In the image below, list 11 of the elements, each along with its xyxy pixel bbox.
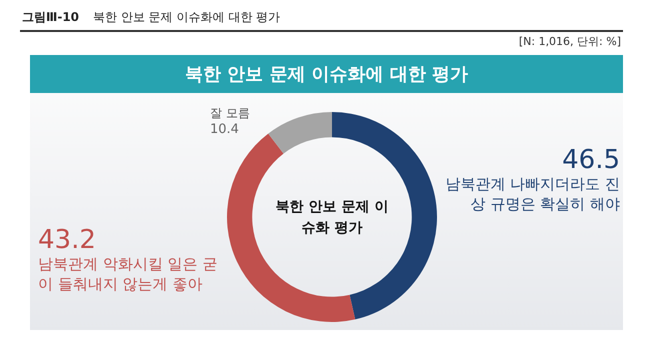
slice-label: 잘 모름 [210, 106, 250, 122]
slice-label: 남북관계 나빠지더라도 진상 규명은 확실히 해야 [444, 175, 620, 214]
chart-title: 북한 안보 문제 이슈화에 대한 평가 [30, 55, 623, 93]
slice-label: 남북관계 악화시킬 일은 굳이 들춰내지 않는게 좋아 [38, 255, 218, 294]
data-label: 46.5 [562, 145, 620, 175]
text: 그림Ⅲ-10 [22, 10, 80, 24]
text: 북한 안보 문제 이슈화 평가 [274, 198, 390, 238]
text: [N: 1,016, 단위: %] [518, 34, 621, 49]
chart-subtitle: 북한 안보 문제 이슈화에 대한 평가 [93, 10, 280, 24]
data-label: 43.2 [38, 225, 96, 255]
data-label: 10.4 [210, 122, 239, 137]
